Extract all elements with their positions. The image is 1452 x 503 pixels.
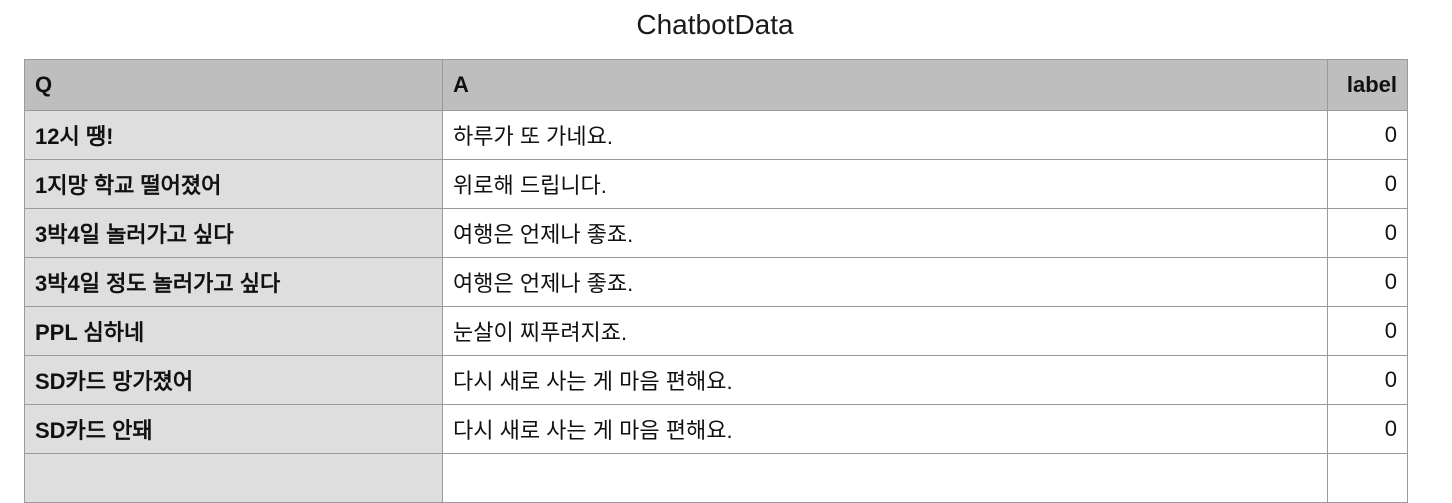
cell-question[interactable]	[24, 453, 443, 503]
table-row: SD카드 망가졌어 다시 새로 사는 게 마음 편해요. 0	[24, 355, 1408, 405]
table-row: 3박4일 놀러가고 싶다 여행은 언제나 좋죠. 0	[24, 208, 1408, 258]
cell-label[interactable]: 0	[1327, 208, 1408, 258]
cell-answer[interactable]: 다시 새로 사는 게 마음 편해요.	[442, 355, 1328, 405]
cell-answer[interactable]: 여행은 언제나 좋죠.	[442, 257, 1328, 307]
sheet-title: ChatbotData	[636, 9, 794, 40]
table-row: 12시 땡! 하루가 또 가네요. 0	[24, 110, 1408, 160]
cell-question[interactable]: 3박4일 정도 놀러가고 싶다	[24, 257, 443, 307]
cell-question[interactable]: 1지망 학교 떨어졌어	[24, 159, 443, 209]
cell-answer[interactable]	[442, 453, 1328, 503]
table-row: 3박4일 정도 놀러가고 싶다 여행은 언제나 좋죠. 0	[24, 257, 1408, 307]
cell-label[interactable]: 0	[1327, 159, 1408, 209]
header-row: Q A label	[24, 59, 1408, 111]
cell-answer[interactable]: 하루가 또 가네요.	[442, 110, 1328, 160]
table-row: 1지망 학교 떨어졌어 위로해 드립니다. 0	[24, 159, 1408, 209]
cell-label[interactable]: 0	[1327, 257, 1408, 307]
cell-question[interactable]: SD카드 안돼	[24, 404, 443, 454]
cell-label[interactable]: 0	[1327, 110, 1408, 160]
cell-answer[interactable]: 다시 새로 사는 게 마음 편해요.	[442, 404, 1328, 454]
cell-label[interactable]: 0	[1327, 306, 1408, 356]
column-header-label[interactable]: label	[1327, 59, 1408, 111]
table-row	[24, 453, 1408, 503]
cell-answer[interactable]: 여행은 언제나 좋죠.	[442, 208, 1328, 258]
cell-question[interactable]: 12시 땡!	[24, 110, 443, 160]
cell-answer[interactable]: 눈살이 찌푸려지죠.	[442, 306, 1328, 356]
cell-question[interactable]: PPL 심하네	[24, 306, 443, 356]
cell-label[interactable]: 0	[1327, 404, 1408, 454]
column-header-a[interactable]: A	[442, 59, 1328, 111]
table-row: SD카드 안돼 다시 새로 사는 게 마음 편해요. 0	[24, 404, 1408, 454]
table-row: PPL 심하네 눈살이 찌푸려지죠. 0	[24, 306, 1408, 356]
cell-label[interactable]	[1327, 453, 1408, 503]
cell-question[interactable]: 3박4일 놀러가고 싶다	[24, 208, 443, 258]
data-table: Q A label 12시 땡! 하루가 또 가네요. 0 1지망 학교 떨어졌…	[24, 59, 1408, 503]
cell-answer[interactable]: 위로해 드립니다.	[442, 159, 1328, 209]
cell-label[interactable]: 0	[1327, 355, 1408, 405]
cell-question[interactable]: SD카드 망가졌어	[24, 355, 443, 405]
column-header-q[interactable]: Q	[24, 59, 443, 111]
